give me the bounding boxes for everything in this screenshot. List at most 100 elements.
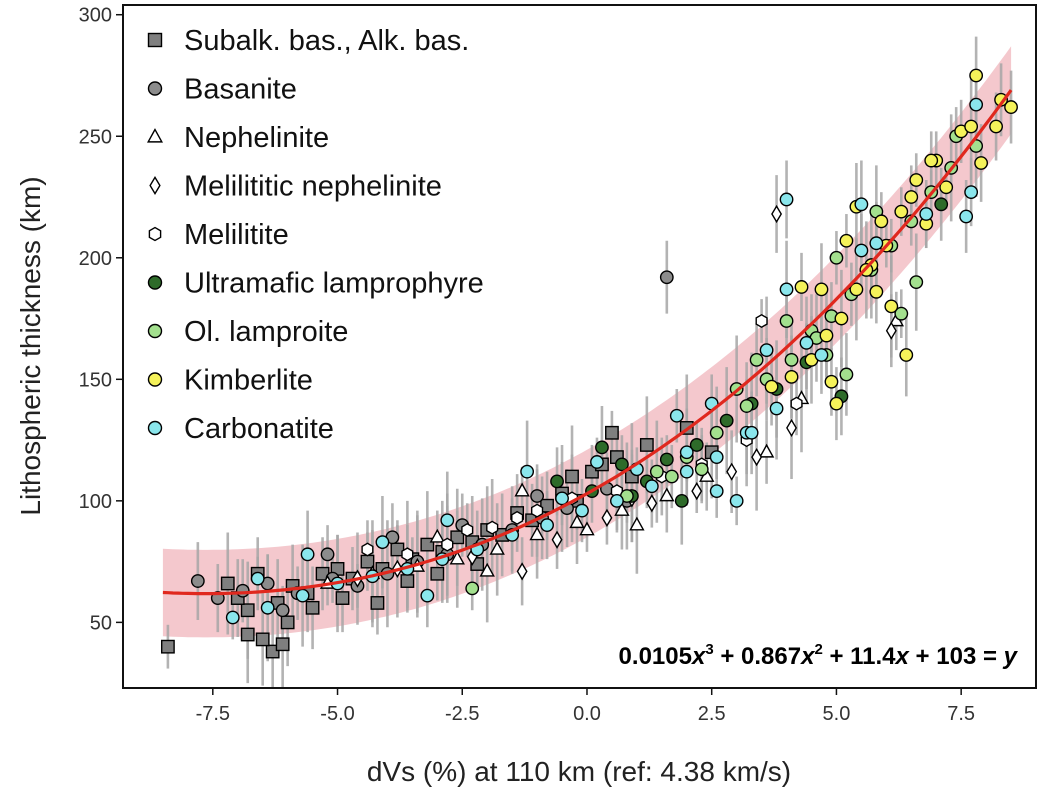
data-point-melilitite	[441, 537, 454, 552]
data-point-subalk-bas-alk-bas	[161, 639, 175, 654]
data-point-melilititic-nephelinite	[601, 508, 613, 527]
data-point-subalk-bas-alk-bas	[255, 632, 270, 647]
data-point-subalk-bas-alk-bas	[565, 469, 579, 484]
legend-marker-circle	[147, 420, 163, 436]
data-point-ol-lamproite	[649, 464, 664, 479]
data-point-melilititic-nephelinite	[885, 321, 897, 340]
legend-marker-circle	[147, 275, 163, 290]
data-point-kimberlite	[834, 311, 849, 326]
data-point-kimberlite	[764, 379, 779, 394]
data-point-melilititic-nephelinite	[691, 482, 703, 501]
data-point-kimberlite	[824, 374, 839, 389]
y-tick-label: 200	[79, 248, 112, 270]
data-point-carbonatite	[799, 335, 814, 350]
legend-label: Nephelinite	[184, 122, 329, 154]
data-point-carbonatite	[779, 192, 794, 207]
data-point-kimberlite	[884, 299, 899, 314]
equation-var-x3: x	[690, 643, 707, 670]
data-point-ultramafic-lamprophyre	[595, 440, 609, 455]
data-point-carbonatite	[769, 401, 784, 416]
data-point-carbonatite	[709, 450, 724, 464]
data-point-carbonatite	[729, 493, 744, 508]
data-point-carbonatite	[590, 455, 604, 469]
data-point-kimberlite	[909, 173, 924, 187]
x-tick-label: 5.0	[823, 703, 851, 725]
data-point-kimberlite	[899, 348, 914, 362]
fit-curve-layer	[162, 89, 1013, 596]
data-point-melilitite	[531, 503, 544, 518]
y-axis-title: Lithospheric thickness (km)	[15, 176, 46, 515]
data-point-subalk-bas-alk-bas	[220, 576, 235, 591]
data-point-melilititic-nephelinite	[771, 204, 783, 224]
data-point-kimberlite	[819, 328, 834, 343]
legend-label: Melilitite	[184, 219, 289, 251]
data-point-ultramafic-lamprophyre	[689, 438, 704, 452]
legend-item: Carbonatite	[147, 413, 334, 445]
data-point-nephelinite	[659, 487, 675, 502]
data-point-ol-lamproite	[779, 314, 794, 328]
x-tick-label: -7.5	[196, 703, 230, 725]
data-point-ol-lamproite	[465, 581, 480, 596]
data-point-kimberlite	[874, 214, 889, 229]
data-point-nephelinite	[429, 528, 446, 543]
data-point-melilitite	[361, 542, 374, 557]
y-tick-label: 250	[79, 126, 112, 148]
x-tick-label: -2.5	[445, 703, 479, 725]
data-point-nephelinite	[579, 521, 595, 536]
data-point-carbonatite	[610, 493, 624, 508]
data-point-kimberlite	[849, 282, 864, 297]
data-point-basanite	[530, 489, 544, 503]
data-point-carbonatite	[644, 479, 659, 494]
legend-item: Subalk. bas., Alk. bas.	[147, 25, 469, 57]
equation-var-y: y	[1003, 643, 1019, 670]
data-point-carbonatite	[520, 464, 535, 479]
equation-exp-3: 3	[705, 641, 713, 658]
data-point-kimberlite	[924, 153, 939, 168]
data-point-subalk-bas-alk-bas	[430, 566, 445, 581]
data-point-nephelinite	[569, 514, 585, 529]
data-point-subalk-bas-alk-bas	[540, 498, 554, 513]
data-point-carbonatite	[679, 445, 694, 460]
x-tick-label: 0.0	[573, 703, 601, 725]
fit-curve	[162, 89, 1013, 596]
equation-var-x2: x	[799, 643, 816, 670]
data-point-carbonatite	[869, 236, 884, 251]
data-point-ultramafic-lamprophyre	[674, 493, 689, 508]
legend: Subalk. bas., Alk. bas. Basanite Nephelini…	[146, 25, 484, 445]
data-point-nephelinite	[489, 540, 505, 555]
data-point-kimberlite	[989, 119, 1003, 134]
data-point-kimberlite	[969, 68, 984, 83]
data-point-kimberlite	[894, 204, 909, 219]
data-point-carbonatite	[225, 610, 240, 625]
data-point-subalk-bas-alk-bas	[335, 591, 350, 605]
legend-item: Ultramafic lamprophyre	[147, 268, 484, 300]
data-point-melilitite	[486, 520, 499, 535]
legend-item: Nephelinite	[146, 122, 329, 154]
data-point-melilitite	[461, 522, 474, 538]
x-tick-label: 7.5	[947, 703, 975, 725]
data-point-subalk-bas-alk-bas	[360, 554, 375, 569]
data-point-carbonatite	[300, 547, 315, 562]
data-point-subalk-bas-alk-bas	[450, 530, 465, 545]
y-tick-label: 300	[79, 5, 112, 27]
data-point-melilitite	[755, 313, 768, 329]
data-point-kimberlite	[939, 180, 954, 195]
data-point-nephelinite	[758, 443, 775, 458]
data-point-melilititic-nephelinite	[516, 562, 528, 581]
data-point-ol-lamproite	[784, 352, 799, 367]
data-point-ol-lamproite	[739, 399, 754, 413]
data-point-ultramafic-lamprophyre	[659, 452, 674, 467]
axis-layer: -7.5 -5.0 -2.5 0.0 2.5 5.0 7.5 50 100 150 200 250 30…	[79, 5, 975, 725]
data-point-melilititic-nephelinite	[646, 494, 658, 513]
data-point-melilititic-nephelinite	[751, 447, 763, 467]
data-point-ol-lamproite	[694, 462, 709, 477]
data-point-nephelinite	[479, 562, 495, 577]
equation-exp-2: 2	[814, 641, 822, 658]
data-point-basanite	[235, 583, 250, 598]
data-point-subalk-bas-alk-bas	[305, 600, 320, 615]
legend-marker-circle	[147, 372, 163, 387]
data-point-carbonatite	[575, 503, 589, 518]
data-point-carbonatite	[375, 535, 390, 550]
data-point-nephelinite	[514, 482, 530, 497]
